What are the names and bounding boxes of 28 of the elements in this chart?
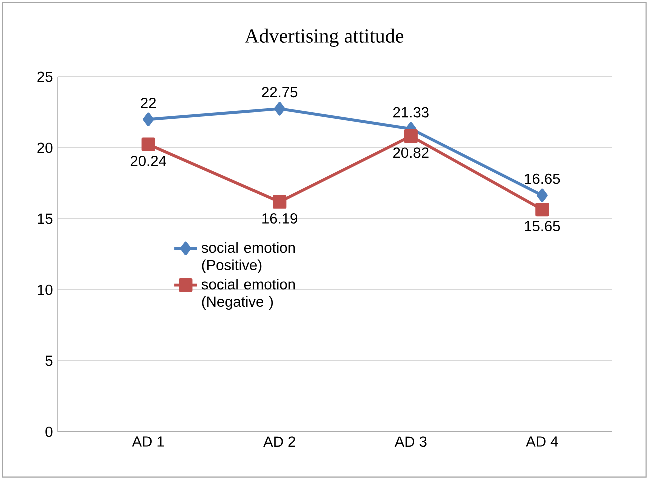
point — [273, 195, 287, 209]
data-label: 22.75 — [262, 87, 298, 98]
point — [536, 188, 548, 202]
point — [142, 138, 156, 152]
x-tick-label: AD 2 — [264, 436, 296, 447]
y-tick-label: 5 — [46, 356, 53, 366]
x-tick-label: AD 3 — [394, 436, 427, 448]
x-tick-label: AD 1 — [132, 436, 164, 447]
data-label: 22 — [141, 98, 156, 108]
y-tick-label: 0 — [46, 426, 53, 438]
y-tick-label: 20 — [38, 142, 53, 154]
legend-label: social emotion (Positive) — [202, 242, 296, 274]
chart-title: Advertising attitude — [244, 28, 404, 48]
data-label: 21.33 — [394, 107, 429, 118]
data-label: 20.24 — [130, 156, 166, 166]
data-label: 15.65 — [525, 221, 560, 232]
point — [274, 102, 286, 116]
point — [404, 130, 418, 144]
y-tick-label: 10 — [38, 284, 53, 296]
point — [143, 112, 154, 126]
y-tick-label: 15 — [38, 214, 53, 224]
point — [536, 202, 550, 217]
data-label: 16.65 — [525, 174, 560, 184]
data-label: 16.19 — [262, 214, 298, 224]
legend-label: social emotion (Negative ) — [202, 278, 296, 310]
y-tick-label: 25 — [38, 72, 53, 82]
data-label: 20.82 — [394, 148, 429, 158]
x-tick-label: AD 4 — [526, 436, 558, 447]
